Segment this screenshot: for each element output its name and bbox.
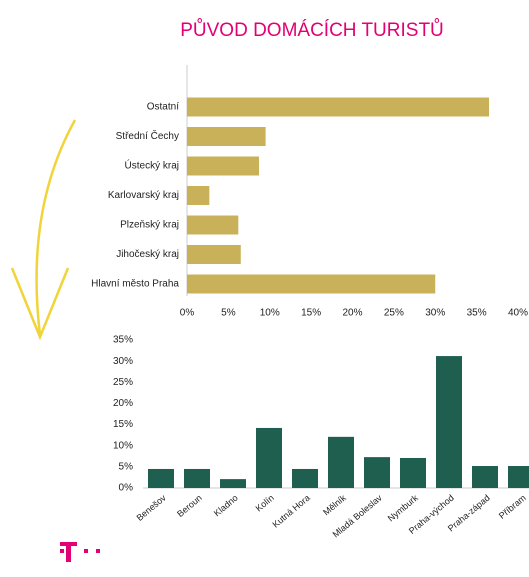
y-tick-label: 5%: [119, 461, 134, 472]
bar: [187, 245, 241, 264]
category-label: Karlovarský kraj: [108, 190, 179, 201]
bar: [328, 436, 354, 488]
x-tick-label: Beroun: [175, 493, 204, 519]
bar: [400, 457, 426, 488]
bar: [187, 186, 210, 205]
x-tick-label: 25%: [384, 308, 404, 319]
bar: [187, 215, 239, 235]
x-tick-label: 0%: [180, 308, 195, 319]
category-label: Ústecký kraj: [125, 159, 179, 172]
bar: [364, 457, 390, 488]
bar: [148, 468, 174, 488]
bar: [436, 356, 462, 488]
bar: [508, 466, 529, 488]
y-tick-label: 25%: [113, 377, 133, 388]
arrow: [10, 119, 77, 341]
x-tick-label: Příbram: [497, 493, 528, 521]
x-tick-label: Nymburk: [386, 492, 420, 523]
x-tick-label: 35%: [467, 308, 487, 319]
y-tick-label: 0%: [119, 483, 134, 494]
y-tick-label: 35%: [113, 335, 133, 346]
bar: [292, 468, 318, 488]
x-tick-label: Kutná Hora: [271, 493, 312, 530]
bar: [187, 127, 266, 146]
category-label: Plzeňský kraj: [120, 220, 179, 231]
x-tick-label: 40%: [508, 308, 528, 319]
x-tick-label: 30%: [425, 308, 445, 319]
x-tick-label: Mělník: [321, 492, 348, 517]
x-tick-label: 5%: [221, 308, 236, 319]
bar: [187, 274, 436, 294]
bar: [472, 466, 498, 488]
x-tick-label: 20%: [342, 308, 362, 319]
x-tick-label: 15%: [301, 308, 321, 319]
logo: [60, 542, 100, 562]
x-tick-label: Benešov: [135, 492, 169, 522]
bar: [184, 468, 210, 488]
x-tick-label: Kolín: [254, 493, 276, 514]
x-tick-label: Kladno: [212, 493, 240, 519]
y-tick-label: 15%: [113, 419, 133, 430]
bar: [220, 479, 246, 488]
y-tick-label: 20%: [113, 398, 133, 409]
category-label: Jihočeský kraj: [116, 249, 179, 260]
x-tick-label: 10%: [260, 308, 280, 319]
bar: [187, 156, 259, 176]
category-label: Hlavní město Praha: [91, 279, 179, 290]
bar: [187, 97, 490, 117]
y-tick-label: 10%: [113, 440, 133, 451]
y-tick-label: 30%: [113, 356, 133, 367]
category-label: Střední Čechy: [116, 129, 179, 142]
title: PŮVOD DOMÁCÍCH TURISTŮ: [180, 19, 444, 41]
bar: [256, 427, 282, 488]
category-label: Ostatní: [147, 102, 179, 113]
